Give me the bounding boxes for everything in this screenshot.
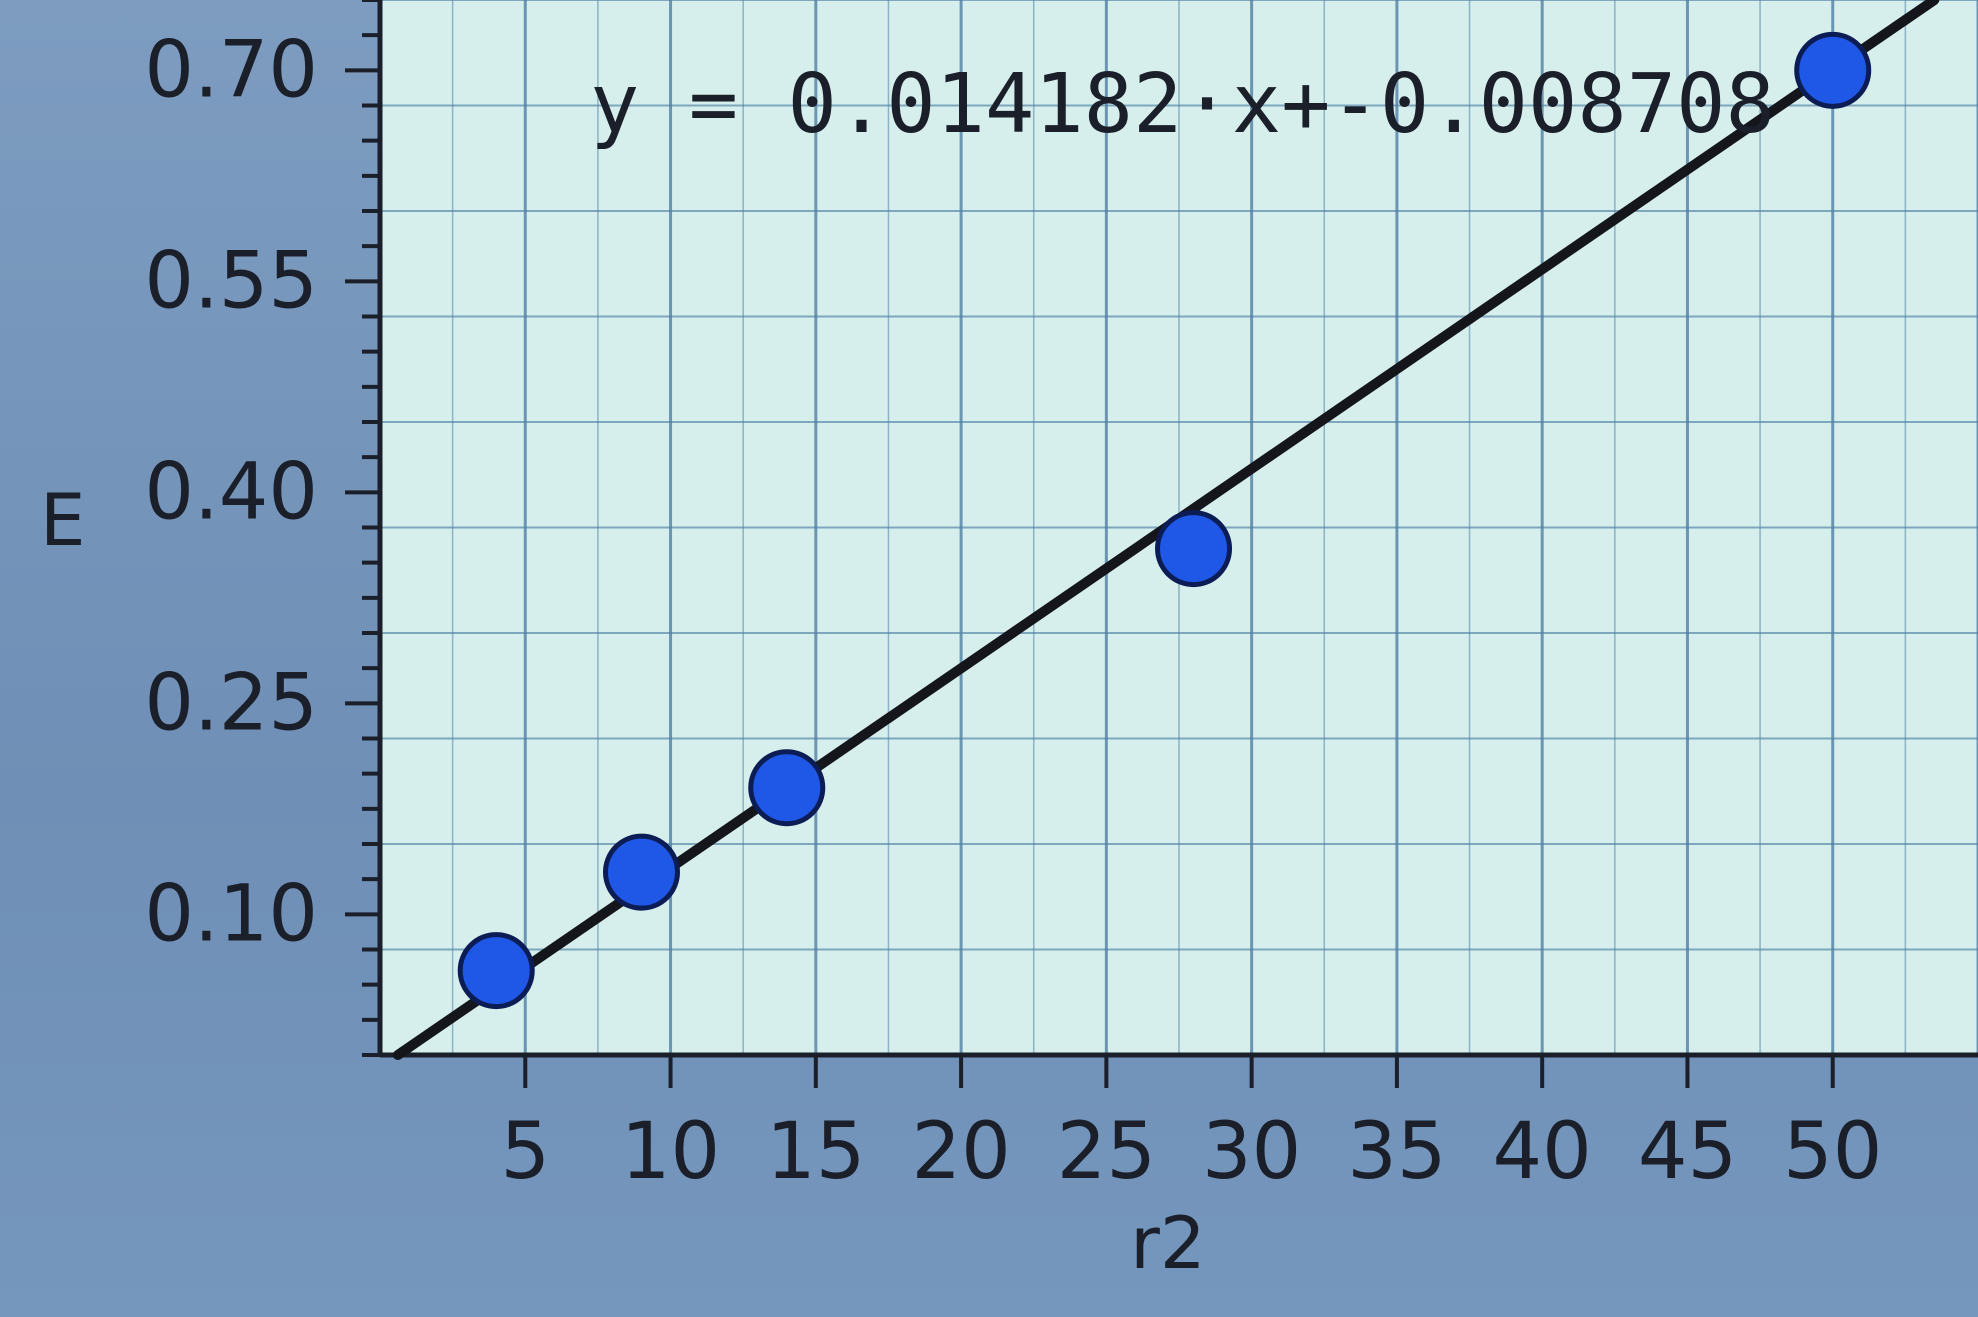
data-points <box>457 31 1872 1010</box>
y-tick-label: 0.55 <box>144 236 318 326</box>
x-axis-label: r2 <box>1130 1201 1205 1285</box>
y-tick-label: 0.10 <box>144 869 318 959</box>
x-tick-label: 5 <box>500 1107 550 1197</box>
data-point <box>748 749 826 827</box>
y-axis-label: E <box>40 478 86 562</box>
fit-equation: y = 0.014182·x+-0.008708 <box>590 57 1775 152</box>
x-tick-label: 50 <box>1783 1107 1882 1197</box>
x-tick-label: 10 <box>621 1107 720 1197</box>
x-axis <box>380 1052 1978 1088</box>
data-point <box>602 833 680 911</box>
x-tick-label: 25 <box>1057 1107 1156 1197</box>
x-tick-label: 45 <box>1638 1107 1737 1197</box>
data-point <box>1794 31 1872 109</box>
x-tick-label: 40 <box>1493 1107 1592 1197</box>
x-tick-label: 20 <box>911 1107 1010 1197</box>
y-tick-labels: 0.10 0.25 0.40 0.55 0.70 <box>144 25 318 959</box>
y-tick-label: 0.40 <box>144 447 318 537</box>
y-tick-label: 0.25 <box>144 658 318 748</box>
y-tick-label: 0.70 <box>144 25 318 115</box>
x-tick-label: 30 <box>1202 1107 1301 1197</box>
data-point <box>1155 510 1233 588</box>
x-tick-label: 35 <box>1347 1107 1446 1197</box>
x-tick-labels: 5 10 15 20 25 30 35 40 45 50 <box>500 1107 1882 1197</box>
x-tick-label: 15 <box>766 1107 865 1197</box>
data-point <box>457 932 535 1010</box>
y-axis <box>345 0 383 1057</box>
